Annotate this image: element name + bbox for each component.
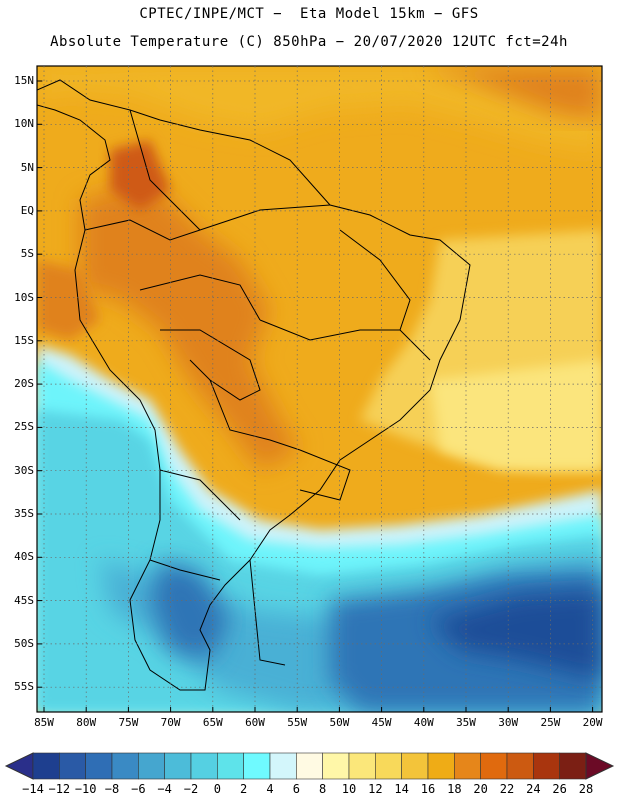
longitude-label: 70W (160, 716, 181, 729)
longitude-label: 75W (118, 716, 139, 729)
colorbar-swatch (348, 752, 376, 780)
colorbar-swatch (32, 752, 60, 780)
axis-ticks (37, 80, 594, 712)
latitude-label: 5N (20, 160, 34, 174)
colorbar-tick-label: 20 (473, 782, 488, 796)
colorbar-under-arrow (4, 752, 34, 780)
colorbar-swatch (454, 752, 481, 780)
field-pacific-orange (37, 260, 100, 340)
latitude-label: EQ (20, 203, 34, 217)
latitude-label: 30S (14, 463, 34, 477)
colorbar-tick-label: 6 (292, 782, 300, 796)
longitude-label: 30W (498, 716, 519, 729)
latitude-label: 10S (14, 290, 34, 304)
latitude-label: 40S (14, 550, 34, 564)
colorbar-swatch (427, 752, 455, 780)
colorbar-tick-label: −8 (104, 782, 120, 796)
colorbar-swatch (217, 752, 244, 780)
longitude-label: 60W (245, 716, 265, 729)
colorbar-tick-label: −10 (74, 782, 97, 796)
colorbar-swatch (85, 752, 113, 780)
colorbar-swatch (480, 752, 508, 780)
colorbar-tick-label: −6 (131, 782, 146, 796)
colorbar-tick-label: 26 (552, 782, 567, 796)
field-andes-cold (150, 560, 230, 660)
field-paler-east (430, 360, 602, 470)
colorbar-swatch (59, 752, 86, 780)
colorbar-tick-label: 2 (240, 782, 248, 796)
colorbar-tick-label: 0 (213, 782, 221, 796)
longitude-label: 50W (329, 716, 350, 729)
longitude-label: 20W (582, 716, 603, 729)
colorbar-swatch (506, 752, 534, 780)
temperature-field (37, 66, 602, 712)
longitude-label: 45W (371, 716, 392, 729)
latitude-label: 15N (14, 74, 34, 87)
latitude-label: 5S (20, 247, 34, 261)
colorbar-tick-label: 8 (319, 782, 327, 796)
colorbar-tick-label: 4 (266, 782, 274, 796)
colorbar-swatch (138, 752, 165, 780)
colorbar-tick-label: 10 (341, 782, 357, 796)
latitude-label: 25S (14, 420, 34, 434)
plot-frame (36, 65, 603, 713)
colorbar-swatch (296, 752, 323, 780)
colorbar-swatch (401, 752, 429, 780)
latitude-label: 20S (14, 377, 34, 391)
colorbar-swatch (533, 752, 560, 780)
longitude-label: 85W (34, 716, 54, 729)
colorbar-swatch (164, 752, 192, 780)
colorbar-swatch (111, 752, 139, 780)
coastline-and-borders (37, 79, 471, 691)
colorbar-swatch (375, 752, 402, 780)
title-line-1: CPTEC/INPE/MCT − Eta Model 15km − GFS (139, 6, 479, 22)
colorbar-swatch (322, 752, 350, 780)
colorbar-over-arrow (585, 752, 615, 780)
longitude-label: 80W (76, 716, 97, 729)
colorbar-tick-label: −2 (183, 782, 199, 796)
longitude-label: 65W (202, 716, 223, 729)
field-deep-cold (430, 590, 602, 680)
latitude-label: 45S (14, 593, 34, 607)
colorbar-swatch (190, 752, 218, 780)
field-north-gold (37, 66, 602, 150)
longitude-label: 25W (540, 716, 561, 729)
colorbar (4, 752, 615, 780)
colorbar-tick-label: 24 (526, 782, 541, 796)
colorbar-tick-label: 28 (578, 782, 594, 796)
latitude-label: 35S (14, 507, 34, 520)
colorbar-tick-label: 22 (499, 782, 515, 796)
title-line-2: Absolute Temperature (C) 850hPa − 20/07/… (50, 34, 568, 50)
latitude-label: 15S (14, 333, 34, 347)
field-venezuela-hot (110, 140, 170, 210)
colorbar-tick-label: 16 (420, 782, 436, 796)
colorbar-tick-label: 14 (394, 782, 409, 796)
colorbar-swatch (269, 752, 297, 780)
latitude-label: 55S (14, 680, 34, 694)
colorbar-swatch (243, 752, 271, 780)
colorbar-tick-label: −4 (157, 782, 172, 796)
colorbar-tick-label: 12 (368, 782, 383, 796)
longitude-label: 40W (413, 716, 434, 729)
colorbar-tick-label: −12 (48, 782, 71, 796)
colorbar-tick-label: −14 (22, 782, 44, 796)
field-north-orange (420, 66, 602, 120)
longitude-label: 35W (456, 716, 476, 729)
colorbar-tick-label: 18 (447, 782, 462, 796)
colorbar-swatch (559, 752, 587, 780)
longitude-label: 55W (287, 716, 308, 729)
latitude-label: 10N (14, 117, 34, 131)
latitude-label: 50S (14, 636, 34, 650)
